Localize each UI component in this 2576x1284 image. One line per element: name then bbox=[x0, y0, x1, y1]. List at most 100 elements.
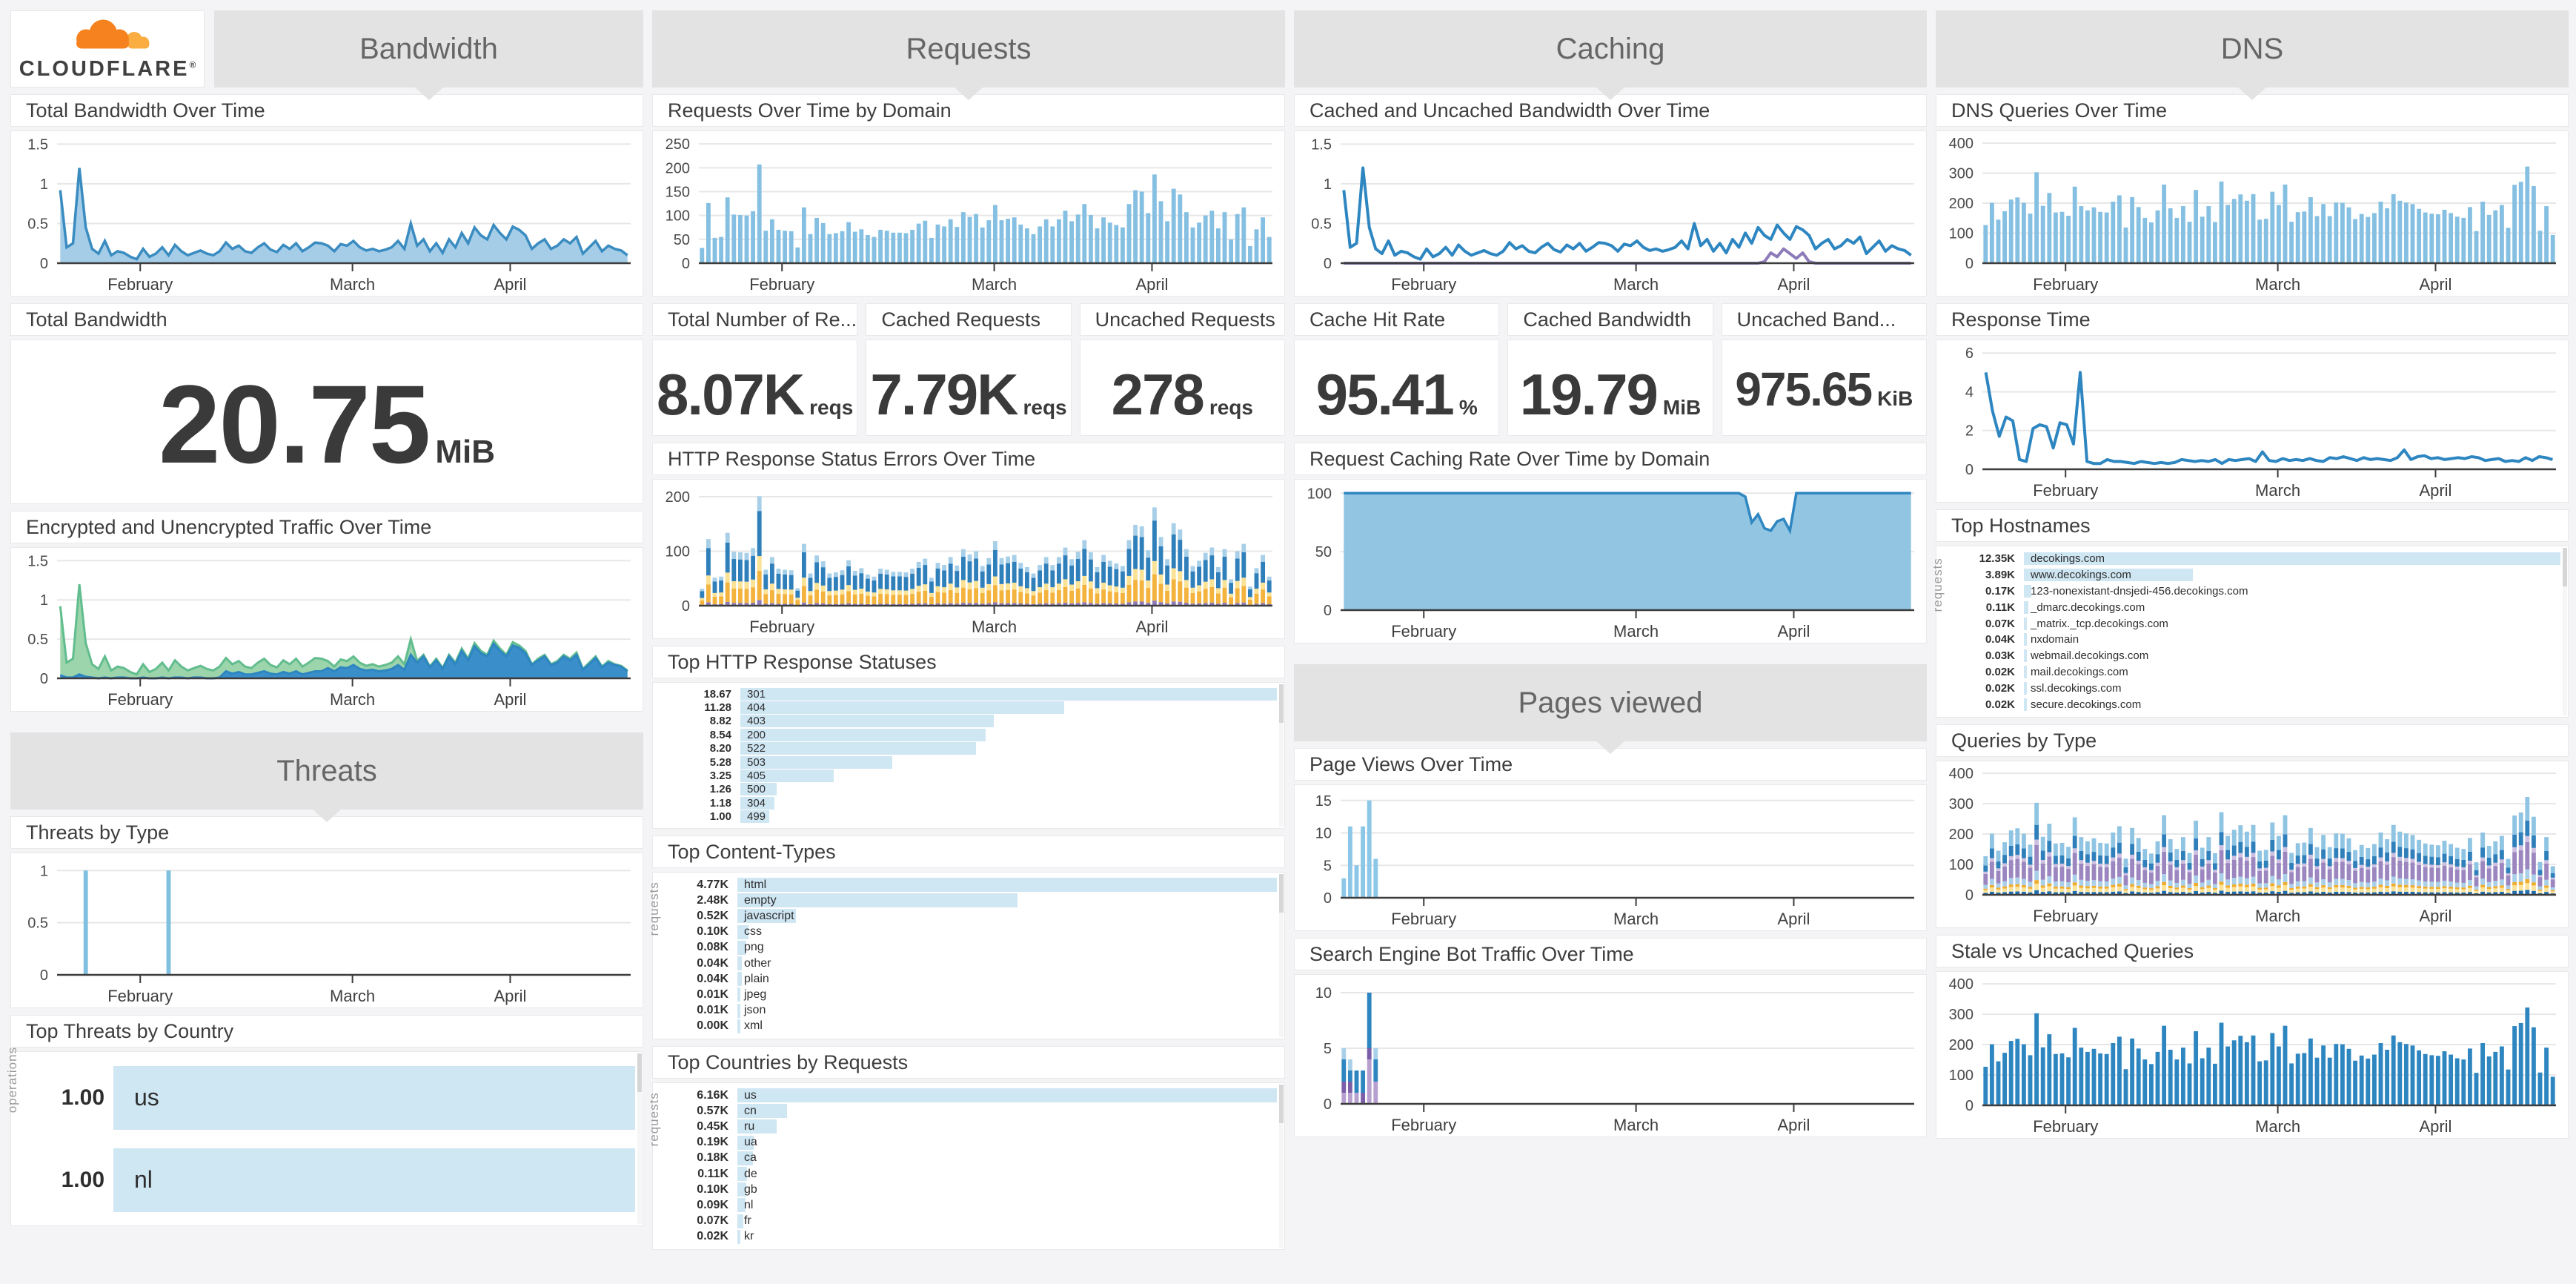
chart-dns-queries[interactable]: 0 100 200 300 400 February March April bbox=[1936, 130, 2569, 297]
list-item[interactable]: 0.02K kr bbox=[657, 1229, 1277, 1244]
statbox-cached-bandwidth: Cached Bandwidth 19.79 MiB bbox=[1507, 303, 1713, 436]
list-item[interactable]: 11.28 404 bbox=[657, 701, 1277, 715]
panel-title: Cached Bandwidth bbox=[1507, 303, 1713, 336]
list-top-http-statuses: 18.67 301 11.28 404 8.82 403 8.54 200 8.20 522 5.2… bbox=[652, 682, 1285, 829]
list-item[interactable]: 18.67 301 bbox=[657, 687, 1277, 701]
list-item[interactable]: 1.18 304 bbox=[657, 796, 1277, 810]
scrollbar[interactable] bbox=[1279, 874, 1284, 1037]
svg-text:March: March bbox=[972, 618, 1017, 636]
list-item-value: 0.11K bbox=[697, 1167, 728, 1180]
list-item[interactable]: 0.00K xml bbox=[657, 1019, 1277, 1033]
svg-text:February: February bbox=[2033, 1117, 2098, 1136]
list-item[interactable]: 0.04K other bbox=[657, 956, 1277, 971]
list-item[interactable]: 1.26 500 bbox=[657, 783, 1277, 796]
list-item[interactable]: 0.02K secure.decokings.com bbox=[1941, 698, 2560, 711]
list-item[interactable]: 0.08K png bbox=[657, 940, 1277, 955]
list-item-value: 8.82 bbox=[709, 715, 731, 728]
section-header-bandwidth[interactable]: Bandwidth bbox=[214, 10, 643, 100]
panel-title: Request Caching Rate Over Time by Domain bbox=[1294, 443, 1927, 475]
svg-text:0.5: 0.5 bbox=[27, 916, 48, 932]
chart-page-views[interactable]: 0 5 10 15 February March April bbox=[1294, 784, 1927, 931]
panel-queries-by-type: Queries by Type 0 100 200 300 400 February Mar… bbox=[1936, 724, 2569, 928]
stat-unit: reqs bbox=[1023, 396, 1067, 419]
list-item[interactable]: 0.10K css bbox=[657, 924, 1277, 939]
scrollbar[interactable] bbox=[637, 1053, 642, 1224]
section-header-threats[interactable]: Threats bbox=[10, 732, 643, 822]
list-item[interactable]: 0.04K nxdomain bbox=[1941, 633, 2560, 646]
list-item[interactable]: 8.82 403 bbox=[657, 715, 1277, 728]
scrollbar[interactable] bbox=[1279, 1085, 1284, 1248]
chart-encrypted-traffic[interactable]: 0 0.5 1 1.5 February March April bbox=[10, 547, 643, 712]
chart-queries-by-type[interactable]: 0 100 200 300 400 February March April bbox=[1936, 761, 2569, 928]
list-item[interactable]: 0.07K _matrix._tcp.decokings.com bbox=[1941, 617, 2560, 630]
list-item-value: 0.02K bbox=[1985, 681, 2015, 695]
svg-text:February: February bbox=[1391, 1116, 1456, 1134]
list-item-value: 0.09K bbox=[697, 1198, 728, 1211]
svg-text:300: 300 bbox=[1949, 796, 1974, 813]
list-item[interactable]: 1.00 499 bbox=[657, 810, 1277, 824]
list-item[interactable]: 6.16K us bbox=[657, 1088, 1277, 1103]
section-header-caching[interactable]: Caching bbox=[1294, 10, 1927, 100]
panel-threats-by-type: Threats by Type 0 0.5 1 February March April bbox=[10, 816, 643, 1008]
chart-cached-uncached-bandwidth[interactable]: 0 0.5 1 1.5 February March April bbox=[1294, 130, 1927, 297]
list-item[interactable]: 0.18K ca bbox=[657, 1151, 1277, 1165]
statbox-total-requests: Total Number of Re... 8.07K reqs bbox=[652, 303, 858, 436]
panel-title: Top Countries by Requests bbox=[652, 1046, 1285, 1079]
list-item[interactable]: 1.00 us bbox=[16, 1065, 635, 1130]
list-item[interactable]: 0.11K _dmarc.decokings.com bbox=[1941, 600, 2560, 614]
list-item-label: de bbox=[744, 1167, 757, 1180]
list-item-value: 0.52K bbox=[697, 909, 728, 922]
list-item-value: 0.08K bbox=[697, 941, 728, 954]
list-item[interactable]: 0.52K javascript bbox=[657, 909, 1277, 924]
list-item[interactable]: 0.01K jpeg bbox=[657, 987, 1277, 1002]
list-item-label: png bbox=[744, 941, 764, 954]
list-item[interactable]: 8.20 522 bbox=[657, 742, 1277, 755]
section-header-dns[interactable]: DNS bbox=[1936, 10, 2569, 100]
svg-text:5: 5 bbox=[1324, 1041, 1332, 1057]
list-item-label: jpeg bbox=[744, 987, 767, 1001]
chart-bot-traffic[interactable]: 0 5 10 February March April bbox=[1294, 974, 1927, 1137]
statbox-uncached-requests: Uncached Requests 278 reqs bbox=[1079, 303, 1285, 436]
statbox-cache-hit-rate: Cache Hit Rate 95.41 % bbox=[1294, 303, 1500, 436]
chart-total-bandwidth-over-time[interactable]: 0 0.5 1 1.5 February March April bbox=[10, 130, 643, 297]
panel-title: Top Threats by Country bbox=[10, 1015, 643, 1048]
list-item-label: kr bbox=[744, 1230, 754, 1243]
list-item[interactable]: 0.11K de bbox=[657, 1167, 1277, 1182]
list-item[interactable]: 0.02K mail.decokings.com bbox=[1941, 665, 2560, 678]
list-item[interactable]: 5.28 503 bbox=[657, 755, 1277, 769]
chart-caching-rate[interactable]: 0 50 100 February March April bbox=[1294, 479, 1927, 643]
scrollbar[interactable] bbox=[1279, 684, 1284, 827]
list-item[interactable]: 0.09K nl bbox=[657, 1198, 1277, 1213]
list-item[interactable]: 0.45K ru bbox=[657, 1119, 1277, 1134]
list-item[interactable]: 0.07K fr bbox=[657, 1214, 1277, 1228]
list-item[interactable]: 0.01K json bbox=[657, 1003, 1277, 1018]
list-item[interactable]: 0.57K cn bbox=[657, 1104, 1277, 1119]
list-item[interactable]: 0.03K webmail.decokings.com bbox=[1941, 649, 2560, 663]
chart-stale-uncached[interactable]: 0 100 200 300 400 February March April bbox=[1936, 971, 2569, 1139]
chart-requests-over-time[interactable]: 0 50 100 150 200 250 February March April bbox=[652, 130, 1285, 297]
list-item[interactable]: 12.35K decokings.com bbox=[1941, 552, 2560, 566]
panel-requests-over-time: Requests Over Time by Domain 0 50 100 150 20… bbox=[652, 94, 1285, 297]
panel-top-content-types: Top Content-Types requests 4.77K html 2.48K… bbox=[647, 835, 1285, 1039]
list-item[interactable]: 0.17K 123-nonexistant-dnsjedi-456.decokin… bbox=[1941, 584, 2560, 598]
list-item[interactable]: 8.54 200 bbox=[657, 728, 1277, 741]
section-header-pages-viewed[interactable]: Pages viewed bbox=[1294, 664, 1927, 754]
list-item[interactable]: 0.04K plain bbox=[657, 972, 1277, 987]
list-item[interactable]: 4.77K html bbox=[657, 878, 1277, 893]
list-item[interactable]: 0.19K ua bbox=[657, 1135, 1277, 1150]
list-item[interactable]: 0.02K ssl.decokings.com bbox=[1941, 681, 2560, 695]
chart-http-errors[interactable]: 0 100 200 February March April bbox=[652, 479, 1285, 639]
chart-response-time[interactable]: 0 2 4 6 February March April bbox=[1936, 340, 2569, 503]
list-item[interactable]: 1.00 nl bbox=[16, 1148, 635, 1212]
panel-http-errors: HTTP Response Status Errors Over Time 0 1… bbox=[652, 443, 1285, 639]
scrollbar[interactable] bbox=[2563, 548, 2567, 715]
list-item[interactable]: 3.89K www.decokings.com bbox=[1941, 569, 2560, 582]
section-header-requests[interactable]: Requests bbox=[652, 10, 1285, 100]
list-item[interactable]: 0.10K gb bbox=[657, 1182, 1277, 1197]
list-item[interactable]: 3.25 405 bbox=[657, 770, 1277, 783]
cloudflare-logo[interactable]: CLOUDFLARE® bbox=[10, 10, 205, 87]
list-item-value: 0.02K bbox=[1985, 665, 2015, 678]
list-item[interactable]: 2.48K empty bbox=[657, 893, 1277, 908]
chart-threats-by-type[interactable]: 0 0.5 1 February March April bbox=[10, 853, 643, 1008]
list-item-label: secure.decokings.com bbox=[2031, 698, 2142, 711]
